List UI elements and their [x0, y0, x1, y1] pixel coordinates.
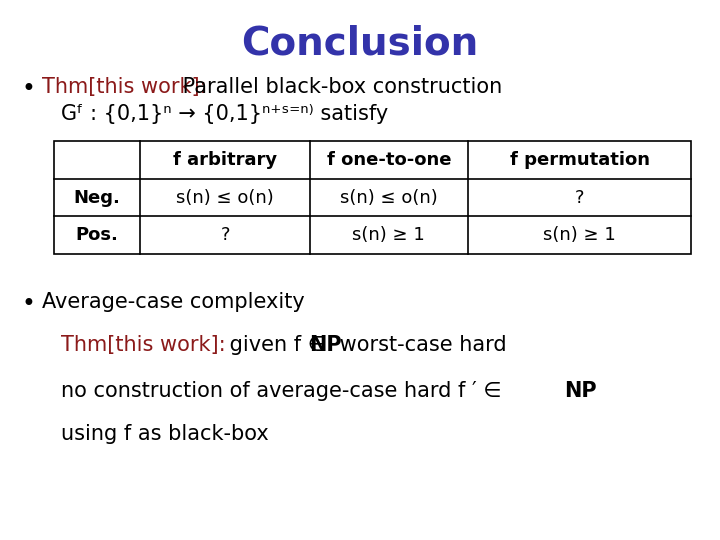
- Text: Neg.: Neg.: [73, 188, 121, 207]
- Text: Parallel black-box construction: Parallel black-box construction: [176, 77, 503, 97]
- Text: •: •: [22, 292, 35, 315]
- Text: ?: ?: [220, 226, 230, 244]
- Text: Conclusion: Conclusion: [241, 24, 479, 62]
- Text: ?: ?: [575, 188, 585, 207]
- Text: s(n) ≤ o(n): s(n) ≤ o(n): [176, 188, 274, 207]
- Text: s(n) ≥ 1: s(n) ≥ 1: [543, 226, 616, 244]
- Text: no construction of average-case hard f ′ ∈: no construction of average-case hard f ′…: [61, 381, 508, 401]
- Text: Thm[this work]:: Thm[this work]:: [61, 335, 226, 355]
- Text: f permutation: f permutation: [510, 151, 649, 169]
- Text: given f ∈: given f ∈: [223, 335, 333, 355]
- Text: Pos.: Pos.: [76, 226, 119, 244]
- Text: f arbitrary: f arbitrary: [173, 151, 277, 169]
- Text: Thm[this work]:: Thm[this work]:: [42, 77, 207, 97]
- Text: f one-to-one: f one-to-one: [327, 151, 451, 169]
- Text: s(n) ≤ o(n): s(n) ≤ o(n): [340, 188, 438, 207]
- Text: Average-case complexity: Average-case complexity: [42, 292, 305, 312]
- Bar: [54, 141, 691, 254]
- Text: NP: NP: [310, 335, 342, 355]
- Text: worst-case hard: worst-case hard: [333, 335, 506, 355]
- Text: NP: NP: [564, 381, 597, 401]
- Text: using f as black-box: using f as black-box: [61, 424, 269, 444]
- Text: Gᶠ : {0,1}ⁿ → {0,1}ⁿ⁺ˢ⁼ⁿ⁾ satisfy: Gᶠ : {0,1}ⁿ → {0,1}ⁿ⁺ˢ⁼ⁿ⁾ satisfy: [61, 104, 389, 124]
- Text: s(n) ≥ 1: s(n) ≥ 1: [352, 226, 426, 244]
- Text: •: •: [22, 77, 35, 100]
